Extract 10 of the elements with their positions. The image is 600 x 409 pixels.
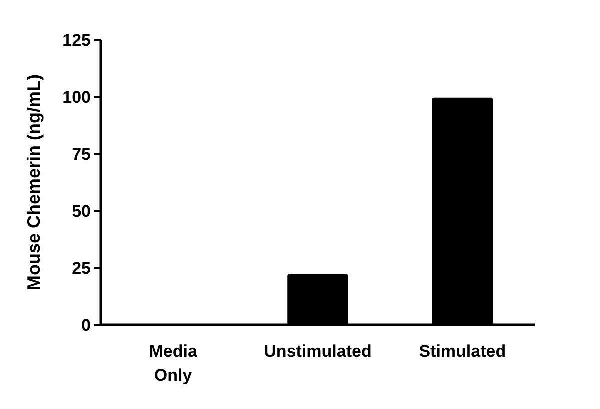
y-tick-label: 50 [72, 202, 91, 221]
x-tick-label: Unstimulated [264, 342, 372, 361]
x-tick-label: Stimulated [419, 342, 506, 361]
y-tick-label: 125 [62, 30, 91, 50]
y-tick-label: 25 [72, 258, 91, 278]
y-axis-title: Mouse Chemerin (ng/mL) [24, 74, 44, 291]
y-tick-label: 75 [72, 144, 91, 164]
y-tick-label: 100 [62, 88, 91, 107]
y-tick-label: 0 [82, 316, 91, 335]
x-tick-label: Media Only [149, 342, 198, 385]
